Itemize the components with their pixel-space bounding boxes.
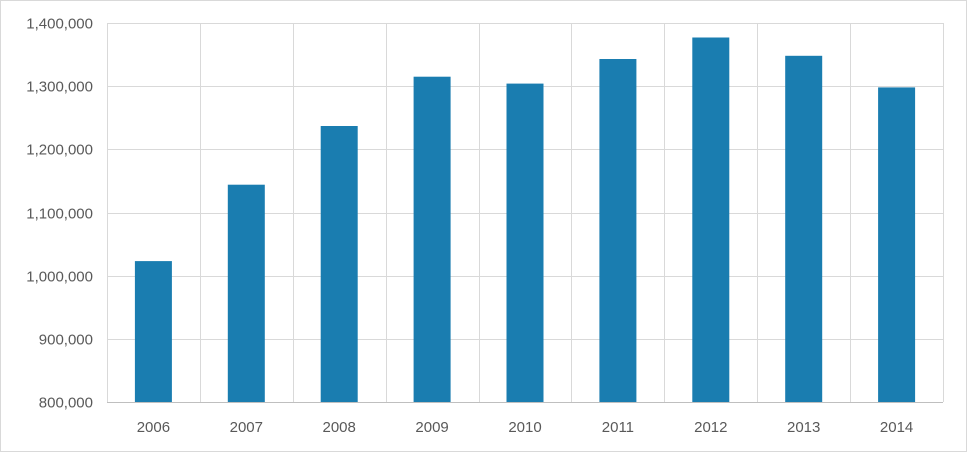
x-tick-label: 2013 [787,419,820,436]
bar-2006 [134,261,172,402]
y-tick-label: 1,000,000 [26,269,93,286]
x-tick-label: 2011 [602,419,634,436]
x-tick-label: 2009 [415,419,448,436]
y-tick-label: 900,000 [39,332,93,349]
bar-2009 [413,76,451,402]
bar-2012 [692,37,730,402]
y-tick-label: 1,400,000 [26,16,93,33]
y-tick-label: 1,100,000 [26,206,93,223]
x-tick-label: 2008 [323,419,356,436]
x-tick-label: 2014 [880,419,913,436]
y-tick-label: 1,300,000 [26,79,93,96]
x-tick-label: 2012 [694,419,727,436]
bar-2007 [227,184,265,402]
bar-2010 [506,83,544,402]
x-tick-label: 2010 [508,419,541,436]
y-tick-label: 1,200,000 [26,142,93,159]
bar-2014 [878,87,916,403]
bar-2008 [320,126,358,402]
bar-layer [134,37,916,403]
x-tick-label: 2006 [137,419,170,436]
bar-2011 [599,59,637,402]
y-tick-label: 800,000 [39,395,93,412]
axis-layer: 800,000 900,000 1,000,000 1,100,000 1,200,00… [26,16,943,436]
x-tick-label: 2007 [230,419,263,436]
bar-2013 [785,55,823,403]
